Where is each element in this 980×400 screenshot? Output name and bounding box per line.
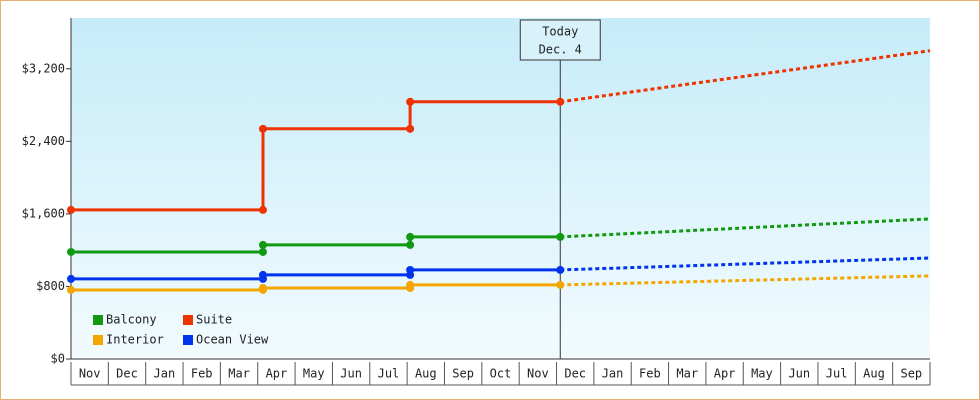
x-tick-label: Apr — [266, 367, 288, 381]
point — [406, 240, 415, 249]
x-tick-label: May — [303, 367, 325, 381]
x-tick-label: Jul — [378, 367, 400, 381]
x-tick-label: Jan — [154, 367, 176, 381]
point — [258, 247, 267, 256]
point — [406, 265, 415, 274]
point — [258, 270, 267, 279]
point — [258, 283, 267, 292]
x-tick-label: Jul — [826, 367, 848, 381]
today-label: Dec. 4 — [539, 43, 582, 57]
x-tick-label: Dec — [116, 367, 138, 381]
legend-swatch — [183, 335, 193, 345]
legend-label: Ocean View — [196, 333, 269, 347]
point — [406, 232, 415, 241]
series-projection — [560, 217, 931, 239]
x-tick-label: Mar — [676, 367, 698, 381]
point — [406, 97, 415, 106]
y-tick-label: $800 — [36, 279, 65, 293]
y-tick-label: $2,400 — [22, 134, 65, 148]
series-line — [71, 283, 561, 292]
series-projection — [560, 256, 931, 272]
series-projection — [560, 274, 931, 287]
x-tick-label: Aug — [415, 367, 437, 381]
x-tick-label: May — [751, 367, 773, 381]
point — [556, 265, 565, 274]
series-line — [71, 268, 561, 281]
legend-swatch — [183, 315, 193, 325]
legend-swatch — [93, 315, 103, 325]
x-tick-label: Feb — [639, 367, 661, 381]
series-line — [71, 235, 561, 254]
y-tick-label: $0 — [51, 352, 65, 366]
point — [556, 97, 565, 106]
y-tick-label: $1,600 — [22, 206, 65, 220]
x-tick-label: Jan — [602, 367, 624, 381]
x-tick-label: Sep — [900, 367, 922, 381]
point — [67, 205, 75, 214]
point — [258, 205, 267, 214]
x-tick-label: Nov — [527, 367, 549, 381]
point — [67, 274, 75, 283]
point — [556, 232, 565, 241]
x-tick-label: Sep — [452, 367, 474, 381]
x-tick-label: Dec — [564, 367, 586, 381]
point — [556, 280, 565, 289]
x-tick-label: Jun — [788, 367, 810, 381]
series-projection — [560, 49, 931, 104]
legend-label: Suite — [196, 313, 232, 327]
x-tick-label: Jun — [340, 367, 362, 381]
x-tick-label: Feb — [191, 367, 213, 381]
x-tick-label: Apr — [714, 367, 736, 381]
legend-label: Balcony — [106, 313, 157, 327]
legend-label: Interior — [106, 333, 164, 347]
x-tick-label: Aug — [863, 367, 885, 381]
plot-area — [71, 18, 930, 359]
series-line — [71, 100, 561, 212]
point — [67, 285, 75, 294]
x-tick-label: Mar — [228, 367, 250, 381]
today-box — [519, 19, 601, 61]
point — [406, 124, 415, 133]
x-tick-label: Oct — [490, 367, 512, 381]
point — [406, 280, 415, 289]
x-tick-label: Nov — [79, 367, 101, 381]
y-tick-label: $3,200 — [22, 61, 65, 75]
point — [258, 240, 267, 249]
point — [258, 124, 267, 133]
today-label: Today — [542, 25, 578, 39]
legend-swatch — [93, 335, 103, 345]
point — [67, 247, 75, 256]
